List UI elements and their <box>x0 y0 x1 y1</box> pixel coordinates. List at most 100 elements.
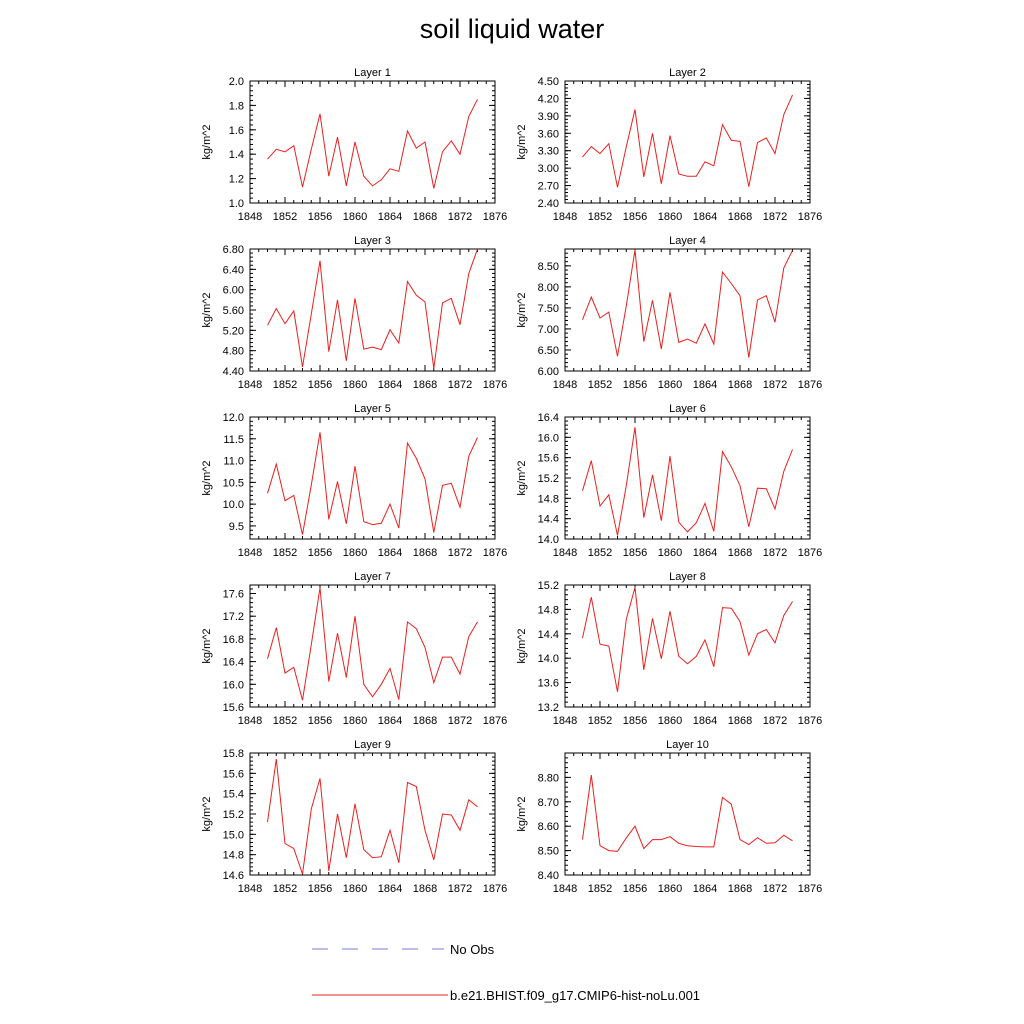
panel-5-xtick-label: 1876 <box>483 547 507 559</box>
panel-10-xtick-label: 1852 <box>588 883 612 895</box>
panel-4-frame <box>564 248 811 372</box>
panel-5: Layer 5 kg/m^2 1848 1852 1856 1860 1864 1868 187… <box>201 403 507 559</box>
panel-1-ytick-label: 1.2 <box>229 174 244 186</box>
panel-7-frame <box>249 584 496 708</box>
panel-1-xtick-label: 1876 <box>483 211 507 223</box>
panel-5-ylabel: kg/m^2 <box>201 460 213 495</box>
panel-10-ytick-label: 8.40 <box>538 870 559 882</box>
panel-3-ytick-label: 6.80 <box>223 244 244 256</box>
panel-4-xtick-label: 1864 <box>693 379 717 391</box>
panel-2-xtick-label: 1852 <box>588 211 612 223</box>
panel-9-xtick-label: 1876 <box>483 883 507 895</box>
panel-7-xtick-label: 1860 <box>343 715 367 727</box>
panel-10-xtick-label: 1864 <box>693 883 717 895</box>
panel-1-xtick-label: 1848 <box>238 211 262 223</box>
panel-10-xtick-label: 1876 <box>798 883 822 895</box>
panel-7-ytick-label: 17.2 <box>223 611 244 623</box>
legend-obs-line <box>312 948 444 950</box>
panel-7-ylabel: kg/m^2 <box>201 628 213 663</box>
panel-10-ytick-label: 8.50 <box>538 846 559 858</box>
panel-5-ytick-label: 10.5 <box>223 477 244 489</box>
panel-7-ytick-label: 16.4 <box>223 657 244 669</box>
panel-2-ylabel: kg/m^2 <box>516 124 528 159</box>
panel-2-ytick-label: 2.70 <box>538 181 559 193</box>
panel-10-series-line <box>582 774 793 852</box>
panel-3-ytick-label: 6.40 <box>223 264 244 276</box>
panel-4-xtick-label: 1848 <box>553 379 577 391</box>
panel-5-xtick-label: 1856 <box>308 547 332 559</box>
panel-5-xtick-label: 1868 <box>413 547 437 559</box>
panel-10-xtick-label: 1860 <box>658 883 682 895</box>
panel-3-ytick-label: 4.80 <box>223 346 244 358</box>
panel-8-series-line <box>582 587 793 692</box>
panel-9-xtick-label: 1852 <box>273 883 297 895</box>
panel-2-ytick-label: 3.30 <box>538 146 559 158</box>
panel-4-xtick-label: 1860 <box>658 379 682 391</box>
panel-5-ytick-label: 11.0 <box>223 456 244 468</box>
panel-7-title: Layer 7 <box>354 571 391 583</box>
panel-7-xtick-label: 1856 <box>308 715 332 727</box>
panel-9-ytick-label: 15.6 <box>223 768 244 780</box>
panel-6-xtick-label: 1852 <box>588 547 612 559</box>
panel-8-ytick-label: 13.2 <box>538 702 559 714</box>
panel-5-series-line <box>267 432 478 535</box>
panel-9-series-line <box>267 759 478 875</box>
panel-8-xtick-label: 1848 <box>553 715 577 727</box>
panel-4-ylabel: kg/m^2 <box>516 292 528 327</box>
panel-8-xtick-label: 1860 <box>658 715 682 727</box>
panel-8-ytick-label: 15.2 <box>538 580 559 592</box>
panel-7-xtick-label: 1876 <box>483 715 507 727</box>
panel-4-xtick-label: 1856 <box>623 379 647 391</box>
panel-9: Layer 9 kg/m^2 1848 1852 1856 1860 1864 1868 187… <box>201 739 507 895</box>
panel-5-xtick-label: 1852 <box>273 547 297 559</box>
panel-7-ytick-label: 17.6 <box>223 589 244 601</box>
panel-7-ytick-label: 15.6 <box>223 702 244 714</box>
panel-8-ytick-label: 14.0 <box>538 653 559 665</box>
panel-8-ytick-label: 14.4 <box>538 629 559 641</box>
panel-7-xtick-label: 1868 <box>413 715 437 727</box>
legend-obs-label: No Obs <box>450 942 495 957</box>
panel-4-xtick-label: 1868 <box>728 379 752 391</box>
panel-7-xtick-label: 1852 <box>273 715 297 727</box>
panel-6-title: Layer 6 <box>669 403 706 415</box>
panel-5-ytick-label: 9.5 <box>229 521 244 533</box>
panel-3-ylabel: kg/m^2 <box>201 292 213 327</box>
panel-4-title: Layer 4 <box>669 235 706 247</box>
panel-4-ytick-label: 6.50 <box>538 345 559 357</box>
panel-1-ytick-label: 1.0 <box>229 198 244 210</box>
panel-7: Layer 7 kg/m^2 1848 1852 1856 1860 1864 1868 187… <box>201 571 507 727</box>
panel-2-ytick-label: 4.20 <box>538 93 559 105</box>
panel-4-ytick-label: 8.50 <box>538 261 559 273</box>
panel-3: Layer 3 kg/m^2 1848 1852 1856 1860 1864 1868 187… <box>201 235 507 391</box>
panel-2-xtick-label: 1876 <box>798 211 822 223</box>
panel-3-xtick-label: 1852 <box>273 379 297 391</box>
panel-5-frame <box>249 416 496 540</box>
panel-8-xtick-label: 1876 <box>798 715 822 727</box>
panel-9-ylabel: kg/m^2 <box>201 796 213 831</box>
panel-9-title: Layer 9 <box>354 739 391 751</box>
panel-1-ytick-label: 2.0 <box>229 76 244 88</box>
panel-2-xtick-label: 1860 <box>658 211 682 223</box>
panel-4-xtick-label: 1876 <box>798 379 822 391</box>
panel-1-xtick-label: 1868 <box>413 211 437 223</box>
panel-4-ytick-label: 7.00 <box>538 324 559 336</box>
panel-10-title: Layer 10 <box>666 739 709 751</box>
panel-3-ytick-label: 4.40 <box>223 366 244 378</box>
panel-6-ytick-label: 14.4 <box>538 514 559 526</box>
panel-2-frame <box>564 80 811 204</box>
panel-3-xtick-label: 1856 <box>308 379 332 391</box>
panel-5-xtick-label: 1872 <box>448 547 472 559</box>
panel-3-ytick-label: 5.20 <box>223 325 244 337</box>
panel-1-xtick-label: 1872 <box>448 211 472 223</box>
panel-5-ytick-label: 12.0 <box>223 412 244 424</box>
panel-9-frame <box>249 752 496 876</box>
panel-9-ytick-label: 14.6 <box>223 870 244 882</box>
panel-6-xtick-label: 1856 <box>623 547 647 559</box>
panel-1-xtick-label: 1860 <box>343 211 367 223</box>
panel-6-ytick-label: 16.4 <box>538 412 559 424</box>
panel-4-ytick-label: 8.00 <box>538 282 559 294</box>
panel-1-series-line <box>267 99 478 189</box>
panel-10-frame <box>564 752 811 876</box>
panel-1-ytick-label: 1.6 <box>229 125 244 137</box>
